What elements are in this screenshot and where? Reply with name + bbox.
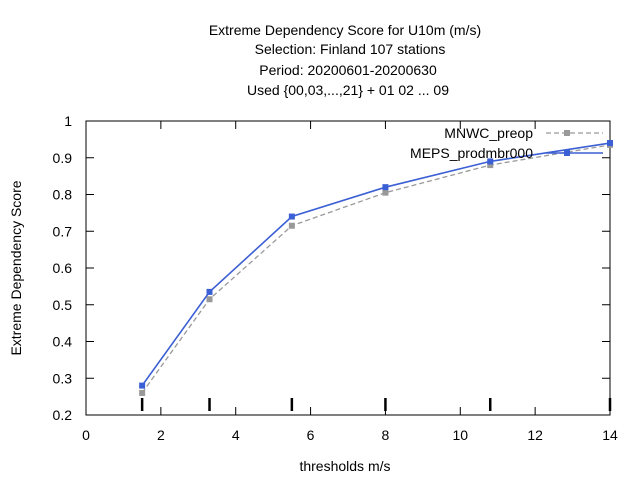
data-point-MNWC_preop (206, 296, 213, 303)
y-tick-label: 0.6 (53, 260, 73, 276)
x-tick-label: 2 (157, 427, 165, 443)
plot-area-frame (85, 120, 611, 416)
x-axis-label: thresholds m/s (299, 458, 390, 474)
data-point-MNWC_preop (382, 189, 389, 196)
y-tick-label: 0.3 (53, 370, 73, 386)
legend-label: MNWC_preop (444, 125, 533, 141)
y-tick-label: 0.8 (53, 187, 73, 203)
x-axis: 0 2 4 6 8 10 12 14 (82, 121, 618, 443)
title-line-1: Extreme Dependency Score for U10m (m/s) (209, 22, 481, 38)
data-point-MNWC_preop (288, 222, 295, 229)
x-tick-label: 8 (382, 427, 390, 443)
data-point-MNWC_preop (139, 389, 146, 396)
y-tick-label: 0.9 (53, 150, 73, 166)
title-line-4: Used {00,03,...,21} + 01 02 ... 09 (247, 82, 449, 98)
y-axis: 0.2 0.3 0.4 0.5 0.6 0.7 0.8 0.9 1 (53, 113, 610, 423)
title-line-2: Selection: Finland 107 stations (255, 41, 446, 57)
x-tick-label: 10 (452, 427, 468, 443)
data-point-MEPS_prodmbr000 (487, 158, 494, 165)
data-point-MEPS_prodmbr000 (607, 140, 613, 147)
title-line-3: Period: 20200601-20200630 (259, 62, 437, 78)
data-point-MEPS_prodmbr000 (288, 213, 295, 220)
threshold-marks (140, 398, 612, 411)
legend-swatch-marker (564, 150, 570, 156)
legend-label: MEPS_prodmbr000 (410, 145, 533, 161)
series-line-MEPS_prodmbr000 (141, 142, 611, 387)
series-line-MNWC_preop (141, 144, 611, 394)
data-point-MEPS_prodmbr000 (382, 184, 389, 191)
data-point-MNWC_preop (487, 162, 494, 169)
x-tick-label: 6 (307, 427, 315, 443)
x-tick-label: 0 (82, 427, 90, 443)
x-tick-label: 14 (602, 427, 618, 443)
legend: MNWC_preop MEPS_prodmbr000 (410, 125, 603, 161)
y-tick-label: 0.7 (53, 223, 73, 239)
x-tick-label: 12 (527, 427, 543, 443)
y-tick-label: 0.5 (53, 297, 73, 313)
series-layer (139, 140, 613, 396)
y-tick-label: 1 (64, 113, 72, 129)
chart-title: Extreme Dependency Score for U10m (m/s) … (209, 22, 481, 98)
x-tick-label: 4 (232, 427, 240, 443)
y-tick-label: 0.2 (53, 407, 73, 423)
data-point-MEPS_prodmbr000 (139, 382, 146, 389)
y-axis-label: Extreme Dependency Score (8, 180, 24, 355)
data-point-MEPS_prodmbr000 (206, 288, 213, 295)
legend-swatch-marker (564, 130, 570, 136)
y-tick-label: 0.4 (53, 334, 73, 350)
